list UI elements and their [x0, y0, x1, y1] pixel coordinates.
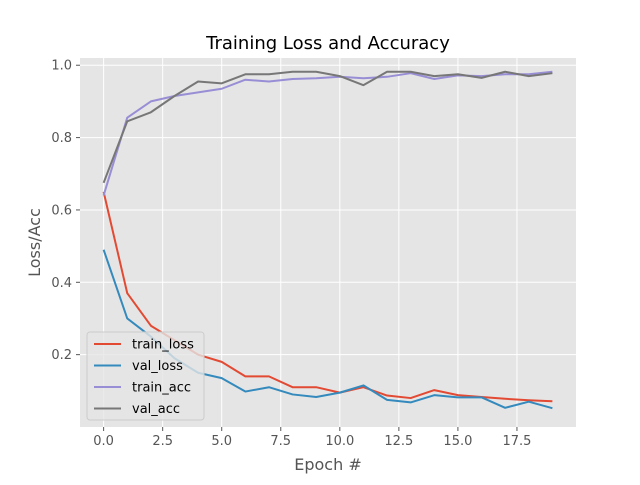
- series-line-val-acc: [102, 70, 553, 184]
- x-tick-label: 2.5: [152, 434, 173, 449]
- legend-label: train_loss: [132, 338, 194, 353]
- legend: train_loss val_loss train_acc val_acc: [86, 331, 205, 421]
- y-tick-label: 0.4: [51, 276, 72, 291]
- grid: [80, 58, 576, 427]
- x-tick-label: 15.0: [443, 434, 472, 449]
- x-tick-label: 10.0: [325, 434, 354, 449]
- x-tick-label: 7.5: [270, 434, 291, 449]
- legend-item-val-loss: val_loss: [94, 359, 183, 374]
- legend-item-train-loss: train_loss: [94, 338, 194, 353]
- legend-label: val_acc: [132, 402, 180, 417]
- y-tick-label: 0.8: [51, 131, 72, 146]
- legend-box: [86, 331, 205, 421]
- x-axis-label: Epoch #: [294, 455, 361, 474]
- series-line-train-acc: [102, 70, 553, 196]
- legend-item-val-acc: val_acc: [94, 402, 180, 417]
- y-tick-label: 0.6: [51, 203, 72, 218]
- x-tick-label: 5.0: [211, 434, 232, 449]
- legend-label: val_loss: [132, 359, 183, 374]
- y-tick-label: 0.2: [51, 348, 72, 363]
- x-tick-label: 17.5: [502, 434, 531, 449]
- legend-item-train-acc: train_acc: [94, 381, 191, 396]
- x-tick-label: 0.0: [93, 434, 114, 449]
- x-tick-label: 12.5: [384, 434, 413, 449]
- tick-labels: 0.0 2.5 5.0 7.5 10.0 12.5 15.0 17.5 0.2 0.4 0.6 0.8…: [51, 59, 531, 449]
- y-axis-label: Loss/Acc: [25, 208, 44, 277]
- y-tick-label: 1.0: [51, 59, 72, 74]
- legend-label: train_acc: [132, 381, 191, 396]
- chart-title: Training Loss and Accuracy: [205, 33, 450, 54]
